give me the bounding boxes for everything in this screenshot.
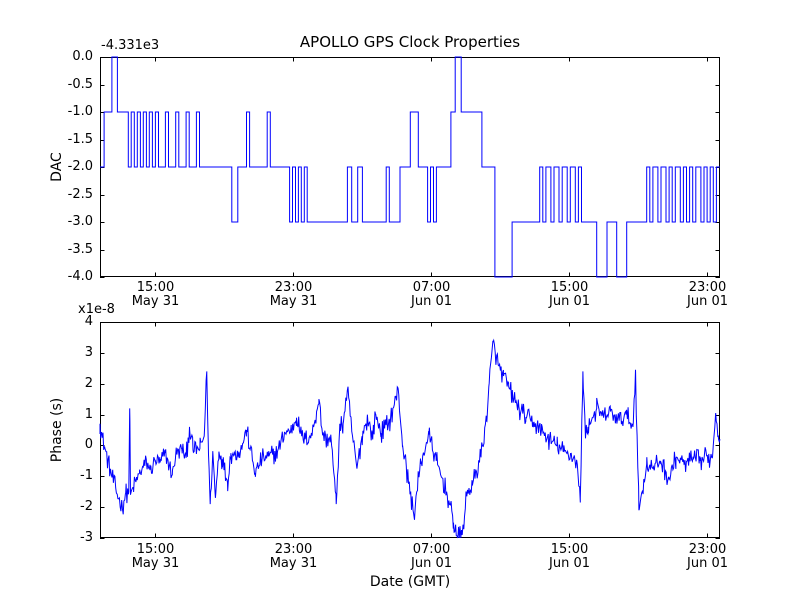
- y-tick-label: -3: [80, 530, 93, 545]
- x-tick-label: 15:00 Jun 01: [549, 280, 590, 309]
- x-tick-label: 23:00 Jun 01: [687, 280, 728, 309]
- x-tick-label: 15:00 Jun 01: [549, 542, 590, 571]
- y-tick-label: 1: [84, 407, 93, 422]
- y-tick-label: -2.0: [67, 159, 93, 174]
- date-axis-label: Date (GMT): [369, 574, 451, 590]
- y-tick-label: 3: [84, 345, 93, 360]
- phase-noise-line: [99, 338, 721, 539]
- plot-frame: [100, 322, 720, 538]
- dac-axis-offset-label: -4.331e3: [101, 38, 160, 53]
- plot-title: APOLLO GPS Clock Properties: [299, 33, 521, 51]
- y-tick-label: -4.0: [67, 269, 93, 284]
- y-tick-label: -3.5: [67, 242, 93, 257]
- y-tick-label: -2.5: [67, 187, 93, 202]
- dac-step-line: [100, 56, 720, 278]
- x-tick-label: 15:00 May 31: [131, 280, 180, 309]
- y-tick-label: -2: [80, 499, 93, 514]
- x-tick-label: 07:00 Jun 01: [411, 542, 452, 571]
- y-tick-label: -3.0: [67, 214, 93, 229]
- y-tick-label: -0.5: [67, 77, 93, 92]
- phase-axis-label: Phase (s): [49, 397, 65, 463]
- y-tick-label: 0: [84, 437, 93, 452]
- x-tick-label: 23:00 Jun 01: [687, 542, 728, 571]
- y-tick-label: 4: [84, 314, 93, 329]
- x-tick-label: 23:00 May 31: [269, 280, 318, 309]
- y-tick-label: 0.0: [72, 49, 93, 64]
- dac-axis-label: DAC: [49, 152, 65, 182]
- x-tick-label: 23:00 May 31: [269, 542, 318, 571]
- y-tick-label: -1.5: [67, 132, 93, 147]
- x-tick-label: 15:00 May 31: [131, 542, 180, 571]
- phase-scale-offset-label: x1e-8: [78, 302, 115, 317]
- y-tick-label: -1.0: [67, 104, 93, 119]
- x-tick-label: 07:00 Jun 01: [411, 280, 452, 309]
- y-tick-label: -1: [80, 468, 93, 483]
- y-tick-label: 2: [84, 376, 93, 391]
